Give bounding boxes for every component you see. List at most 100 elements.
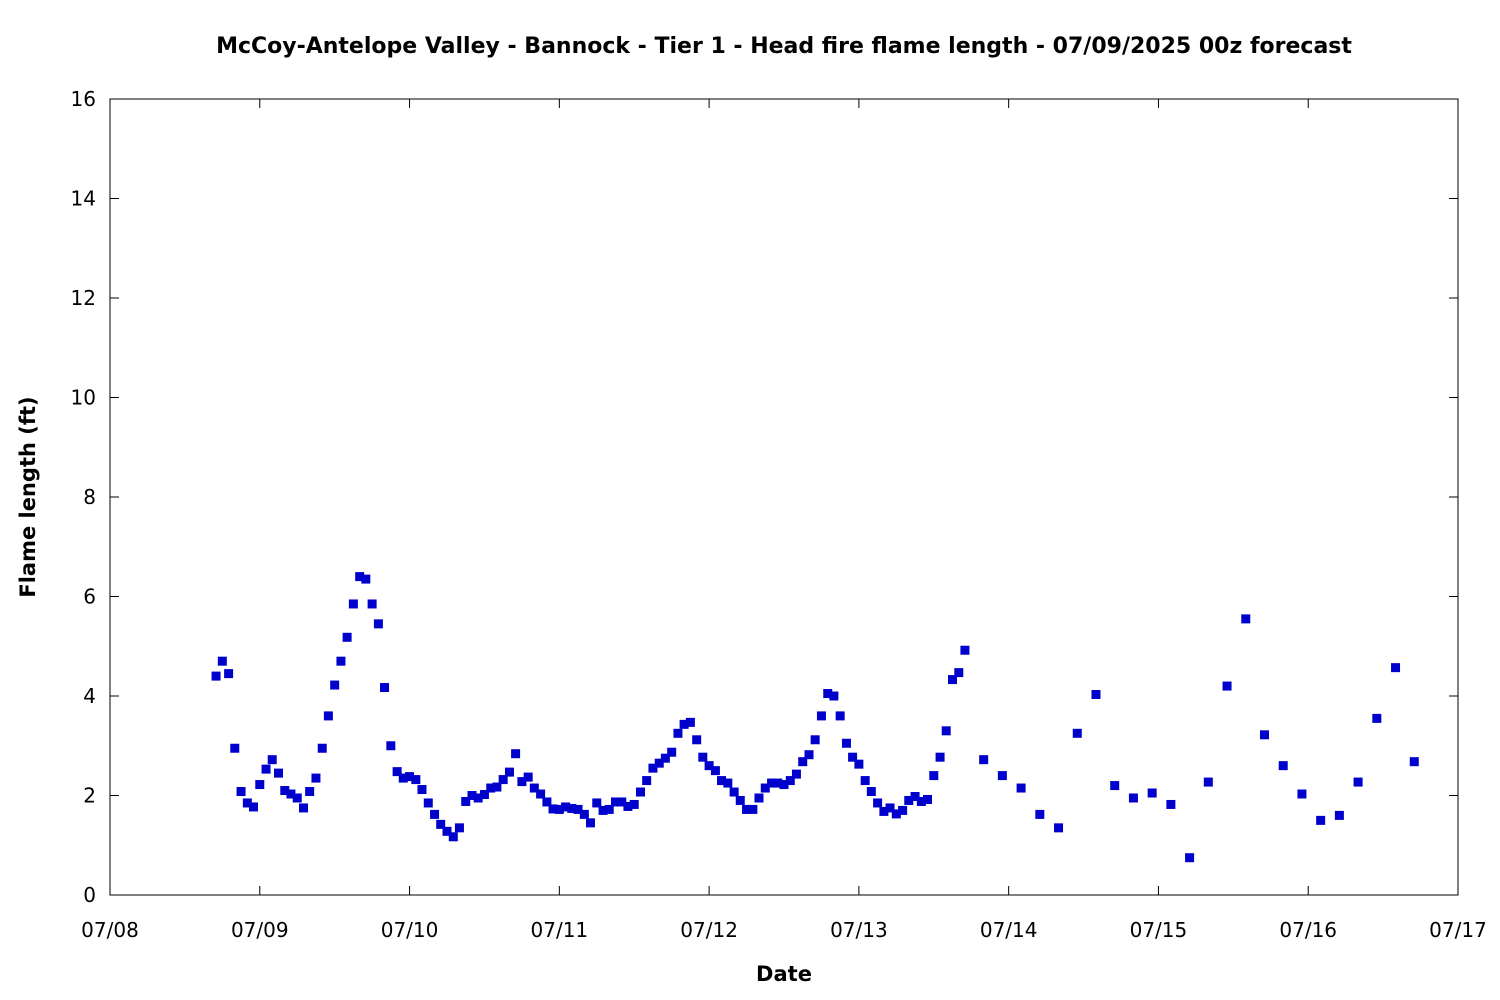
data-point [879, 806, 889, 816]
data-point [311, 773, 321, 783]
data-point [954, 668, 964, 678]
data-point [623, 801, 633, 811]
y-tick-label: 2 [83, 784, 96, 808]
data-point [1241, 614, 1251, 624]
x-tick-label: 07/11 [531, 918, 589, 942]
data-point [348, 599, 358, 609]
data-points [211, 572, 1419, 863]
data-point [305, 787, 315, 797]
data-point [1147, 788, 1157, 798]
data-point [299, 803, 309, 813]
data-point [355, 572, 365, 582]
data-point [760, 783, 770, 793]
data-point [904, 795, 914, 805]
data-point [517, 777, 527, 787]
data-point [430, 809, 440, 819]
data-point [717, 776, 727, 786]
data-point [873, 798, 883, 808]
data-point [392, 767, 402, 777]
data-point [823, 689, 833, 699]
data-point [723, 778, 733, 788]
x-tick-label: 07/08 [81, 918, 139, 942]
data-point [267, 755, 277, 765]
chart-title: McCoy-Antelope Valley - Bannock - Tier 1… [216, 34, 1352, 59]
data-point [255, 780, 265, 790]
data-point [330, 680, 340, 690]
data-point [598, 805, 608, 815]
data-point [660, 753, 670, 763]
data-point [692, 735, 702, 745]
data-point [479, 790, 489, 800]
data-point [367, 599, 377, 609]
data-point [405, 772, 415, 782]
data-point [773, 778, 783, 788]
data-point [779, 780, 789, 790]
data-point [735, 795, 745, 805]
data-point [754, 793, 764, 803]
y-tick-label: 10 [71, 386, 96, 410]
data-point [617, 797, 627, 807]
data-point [554, 804, 564, 814]
data-point [910, 791, 920, 801]
y-tick-label: 8 [83, 485, 96, 509]
data-point [242, 798, 252, 808]
data-point [579, 809, 589, 819]
data-point [511, 749, 521, 759]
y-tick-label: 16 [71, 87, 96, 111]
data-point [611, 797, 620, 807]
data-point [742, 804, 752, 814]
data-point [224, 669, 234, 679]
data-point [891, 809, 901, 819]
data-point [704, 761, 714, 771]
data-point [848, 752, 858, 762]
data-point [642, 776, 652, 786]
data-point [854, 759, 864, 769]
data-point [1035, 809, 1045, 819]
data-point [323, 711, 333, 721]
data-point [567, 803, 577, 813]
data-point [941, 726, 951, 736]
data-point [236, 787, 246, 797]
data-point [467, 791, 477, 800]
data-point [561, 802, 571, 812]
x-tick-label: 07/12 [680, 918, 738, 942]
data-point [592, 798, 602, 808]
data-point [1259, 730, 1269, 740]
data-point [448, 832, 458, 842]
data-point [211, 671, 221, 681]
data-point [1054, 823, 1064, 833]
y-tick-labels: 0 2 4 6 8 10 12 14 16 [71, 87, 96, 907]
data-point [960, 645, 970, 655]
data-point [629, 799, 639, 809]
data-point [423, 798, 433, 808]
data-point [791, 769, 801, 779]
data-point [673, 728, 683, 738]
data-point [860, 776, 870, 786]
data-point [486, 783, 496, 793]
data-point [398, 773, 408, 783]
data-point [997, 771, 1007, 781]
data-point [685, 717, 695, 727]
data-point [1278, 761, 1288, 771]
data-point [866, 787, 876, 797]
data-point [442, 826, 452, 836]
data-point [286, 789, 296, 799]
data-point [979, 755, 989, 765]
data-point [548, 804, 558, 814]
data-point [1391, 663, 1401, 673]
data-point [798, 757, 808, 767]
x-tick-label: 07/13 [830, 918, 888, 942]
data-point [922, 794, 932, 804]
data-point [336, 656, 346, 666]
data-point [292, 793, 302, 803]
data-point [1222, 681, 1232, 691]
plot-frame [109, 98, 1459, 896]
data-point [841, 738, 851, 748]
data-point [729, 787, 739, 797]
data-point [498, 775, 508, 785]
data-point [1203, 777, 1213, 787]
y-tick-label: 0 [83, 883, 96, 907]
data-point [473, 793, 483, 803]
data-point [504, 767, 514, 777]
